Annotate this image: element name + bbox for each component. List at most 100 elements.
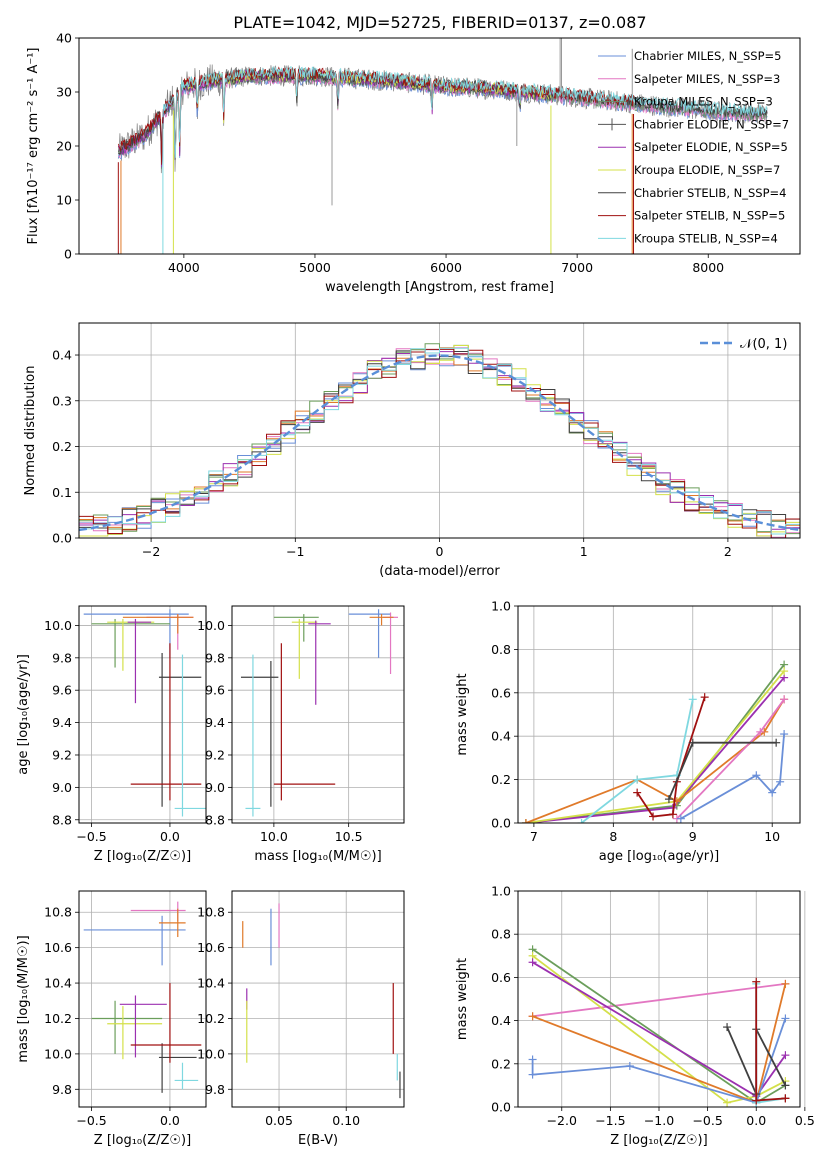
tick-label-x: −0.5 <box>76 829 106 844</box>
charts-container: 4000 5000 6000 7000 8000010203040wavelength … <box>16 31 815 1149</box>
spectrum-model-kroupa_stelib <box>162 65 768 158</box>
axes-mass_weight_vs_age: 7 8 9 10 0.0 0.2 0.4 0.6 0.8 1.0 age [log₁₀(age/yr… <box>455 599 801 864</box>
axis-label-y: mass [log₁₀(M/M☉)] <box>16 935 31 1062</box>
tick-label-y: 40 <box>56 31 72 46</box>
axis-label-y: mass weight <box>455 958 470 1040</box>
plot-area <box>240 609 399 817</box>
plot-area <box>528 945 790 1107</box>
normal-curve <box>79 354 800 532</box>
legend-label: Kroupa MILES, N_SSP=3 <box>634 95 773 109</box>
tick-label-x: 0.0 <box>160 829 180 844</box>
axis-label-y: Normed distribution <box>23 366 38 496</box>
weight-line-salpeter_miles <box>532 983 786 1018</box>
figure-title: PLATE=1042, MJD=52725, FIBERID=0137, z=0… <box>233 13 646 32</box>
tick-label-x: 8 <box>609 829 617 844</box>
weight-line-kroupa_elodie <box>532 955 786 1104</box>
tick-label-y: 10 <box>56 193 72 208</box>
tick-label-y: 10.0 <box>197 618 225 633</box>
tick-label-x: 0.0 <box>746 1113 766 1128</box>
tick-label-y: 10.8 <box>44 905 72 920</box>
plot-area <box>242 903 401 1099</box>
tick-label-y: 10.0 <box>197 1046 225 1061</box>
tick-label-x: 0.5 <box>795 1113 815 1128</box>
tick-label-y: 0.0 <box>52 531 72 546</box>
plot-area <box>83 901 202 1093</box>
axes-age_vs_Z: −0.5 0.0 8.8 9.0 9.2 9.4 9.6 9.8 10.0 Z [log₁₀(Z/… <box>16 605 207 864</box>
legend-label: Chabrier MILES, N_SSP=5 <box>634 49 781 63</box>
tick-label-y: 0.2 <box>52 439 72 454</box>
tick-label-x: 7000 <box>561 260 593 275</box>
legend-label: Kroupa STELIB, N_SSP=4 <box>634 231 778 245</box>
tick-label-y: 0.6 <box>491 970 511 985</box>
histogram-salpeter_stelib <box>79 348 800 538</box>
tick-label-x: 9 <box>689 829 697 844</box>
tick-label-x: 10.0 <box>260 829 288 844</box>
axis-label-x: wavelength [Angstrom, rest frame] <box>325 280 554 295</box>
tick-label-x: 7 <box>530 829 538 844</box>
tick-label-y: 0.1 <box>52 485 72 500</box>
tick-label-y: 0.2 <box>491 772 511 787</box>
histogram-salpeter_elodie <box>79 351 800 537</box>
tick-label-y: 9.6 <box>205 683 225 698</box>
tick-label-x: −1.0 <box>644 1113 674 1128</box>
histogram-chabrier_stelib <box>79 350 800 535</box>
weight-line-green <box>525 664 785 823</box>
tick-label-y: 10.6 <box>44 940 72 955</box>
axes-mass_weight_vs_Z: −2.0 −1.5 −1.0 −0.5 0.0 0.5 0.0 0.2 0.4 0.6 0.8 1.0… <box>455 884 815 1149</box>
tick-label-y: 9.2 <box>52 747 72 762</box>
tick-label-x: 0.0 <box>160 1113 180 1128</box>
axes-frame <box>231 605 405 824</box>
tick-label-y: 9.8 <box>52 1082 72 1097</box>
axis-label-y: age [log₁₀(age/yr)] <box>16 654 31 775</box>
axis-label-x: Z [log₁₀(Z/Z☉)] <box>94 849 191 864</box>
axis-label-x: E(B-V) <box>298 1133 338 1148</box>
tick-label-y: 10.4 <box>44 976 72 991</box>
plot-area <box>83 609 206 817</box>
tick-label-x: 4000 <box>168 260 200 275</box>
tick-label-y: 9.8 <box>52 650 72 665</box>
axis-label-y: mass weight <box>455 673 470 755</box>
tick-label-x: −0.5 <box>692 1113 722 1128</box>
axis-label-x: Z [log₁₀(Z/Z☉)] <box>610 1133 707 1148</box>
axes-frame <box>78 37 801 255</box>
legend-label: 𝒩(0, 1) <box>740 337 787 352</box>
tick-label-y: 9.8 <box>205 1082 225 1097</box>
axes-spectrum: 4000 5000 6000 7000 8000 0 10 20 30 40 wavelength … <box>26 31 801 295</box>
tick-label-x: 10 <box>764 829 780 844</box>
tick-label-y: 0.8 <box>491 927 511 942</box>
tick-label-y: 10.6 <box>197 940 225 955</box>
tick-label-x: 0.05 <box>265 1113 293 1128</box>
axes-frame <box>231 890 405 1108</box>
axes-residuals: −2 −1 0 1 2 0.0 0.1 0.2 0.3 0.4 (data-model)/error… <box>23 322 801 579</box>
tick-label-y: 0.0 <box>491 1100 511 1115</box>
axis-label-x: Z [log₁₀(Z/Z☉)] <box>94 1133 191 1148</box>
plot-area <box>117 38 768 254</box>
tick-label-y: 9.6 <box>52 683 72 698</box>
tick-label-x: 6000 <box>430 260 462 275</box>
tick-label-y: 9.8 <box>205 650 225 665</box>
tick-label-x: 1 <box>580 544 588 559</box>
tick-label-y: 10.2 <box>197 1011 225 1026</box>
tick-label-y: 8.8 <box>52 812 72 827</box>
axis-label-y: Flux [fλ10⁻¹⁷ erg cm⁻² s⁻¹ A⁻¹] <box>26 48 41 245</box>
legend-label: Salpeter ELODIE, N_SSP=5 <box>634 140 788 154</box>
tick-label-y: 0.2 <box>491 1056 511 1071</box>
axes-mass_vs_Z: −0.5 0.0 9.8 10.0 10.2 10.4 10.6 10.8 Z [log₁₀(Z… <box>16 890 207 1148</box>
tick-label-x: −1 <box>286 544 304 559</box>
tick-label-y: 0 <box>64 247 72 262</box>
weight-line-salpeter_elodie <box>525 677 785 823</box>
tick-label-x: 10.5 <box>335 829 363 844</box>
legend: 𝒩(0, 1) <box>700 337 787 352</box>
tick-label-x: 5000 <box>299 260 331 275</box>
tick-label-x: 2 <box>724 544 732 559</box>
tick-label-y: 1.0 <box>491 884 511 899</box>
tick-label-y: 0.4 <box>491 729 511 744</box>
weight-line-kroupa_stelib <box>580 699 694 823</box>
axis-label-x: mass [log₁₀(M/M☉)] <box>254 849 381 864</box>
tick-label-y: 0.6 <box>491 685 511 700</box>
axes-frame <box>78 890 207 1108</box>
tick-label-y: 0.0 <box>491 816 511 831</box>
legend-label: Salpeter STELIB, N_SSP=5 <box>634 209 785 223</box>
tick-label-y: 9.4 <box>52 715 72 730</box>
